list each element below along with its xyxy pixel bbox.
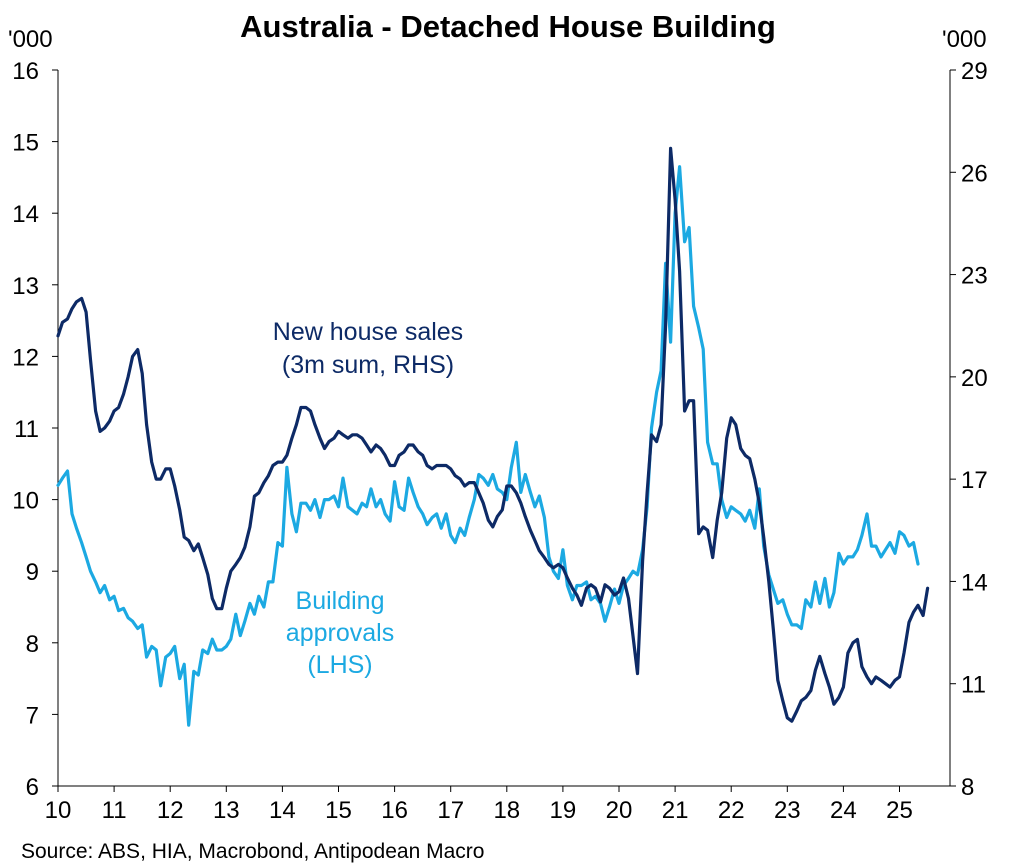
annotation-line: approvals bbox=[286, 619, 394, 647]
left-tick-label: 7 bbox=[26, 702, 39, 729]
left-tick-label: 12 bbox=[12, 344, 39, 371]
right-tick-label: 20 bbox=[961, 365, 988, 392]
right-tick-label: 17 bbox=[961, 467, 988, 494]
annotation-line: New house sales bbox=[273, 318, 463, 346]
x-tick-label: 14 bbox=[269, 797, 296, 824]
left-tick-label: 14 bbox=[12, 201, 39, 228]
x-tick-label: 13 bbox=[213, 797, 240, 824]
right-tick-label: 26 bbox=[961, 160, 988, 187]
left-tick-label: 6 bbox=[26, 774, 39, 801]
right-tick-label: 8 bbox=[961, 774, 974, 801]
x-tick-label: 12 bbox=[157, 797, 184, 824]
left-tick-label: 11 bbox=[14, 416, 39, 443]
x-tick-label: 11 bbox=[102, 797, 127, 824]
x-tick-label: 18 bbox=[493, 797, 520, 824]
left-axis-unit: '000 bbox=[8, 26, 53, 53]
building-approvals-line bbox=[56, 165, 920, 727]
annotation-line: Building bbox=[296, 587, 385, 615]
right-axis-unit: '000 bbox=[942, 26, 987, 53]
series-layer bbox=[56, 146, 930, 727]
annotation-line: (3m sum, RHS) bbox=[282, 351, 454, 379]
right-tick-label: 11 bbox=[961, 672, 986, 699]
new-house-sales-annotation: New house sales (3m sum, RHS) bbox=[273, 318, 463, 379]
left-tick-label: 10 bbox=[12, 488, 39, 515]
x-tick-label: 23 bbox=[774, 797, 801, 824]
x-tick-label: 17 bbox=[437, 797, 464, 824]
left-tick-label: 15 bbox=[12, 130, 39, 157]
left-tick-label: 9 bbox=[26, 559, 39, 586]
annotation-line: (LHS) bbox=[307, 651, 372, 679]
x-tick-label: 24 bbox=[830, 797, 857, 824]
left-tick-label: 16 bbox=[12, 58, 39, 85]
annotations: New house sales (3m sum, RHS) Building appr… bbox=[273, 318, 463, 679]
x-tick-label: 15 bbox=[325, 797, 352, 824]
x-tick-label: 20 bbox=[606, 797, 633, 824]
x-tick-label: 10 bbox=[45, 797, 72, 824]
x-tick-label: 19 bbox=[550, 797, 577, 824]
source-note: Source: ABS, HIA, Macrobond, Antipodean … bbox=[21, 840, 484, 863]
right-tick-label: 29 bbox=[961, 58, 988, 85]
right-tick-label: 23 bbox=[961, 263, 988, 290]
left-tick-label: 8 bbox=[26, 631, 39, 658]
left-tick-label: 13 bbox=[12, 273, 39, 300]
chart-title: Australia - Detached House Building bbox=[240, 9, 776, 44]
axes: 6 7 8 9 10 11 12 13 14 15 16 8 11 14 17 20 23 26 29 10 11 12 1… bbox=[12, 58, 987, 824]
x-tick-label: 25 bbox=[886, 797, 913, 824]
building-approvals-annotation: Building approvals (LHS) bbox=[286, 587, 394, 679]
x-tick-label: 21 bbox=[662, 797, 689, 824]
x-tick-label: 16 bbox=[381, 797, 408, 824]
new-house-sales-line bbox=[56, 146, 930, 723]
x-tick-label: 22 bbox=[718, 797, 745, 824]
right-tick-label: 14 bbox=[961, 569, 988, 596]
